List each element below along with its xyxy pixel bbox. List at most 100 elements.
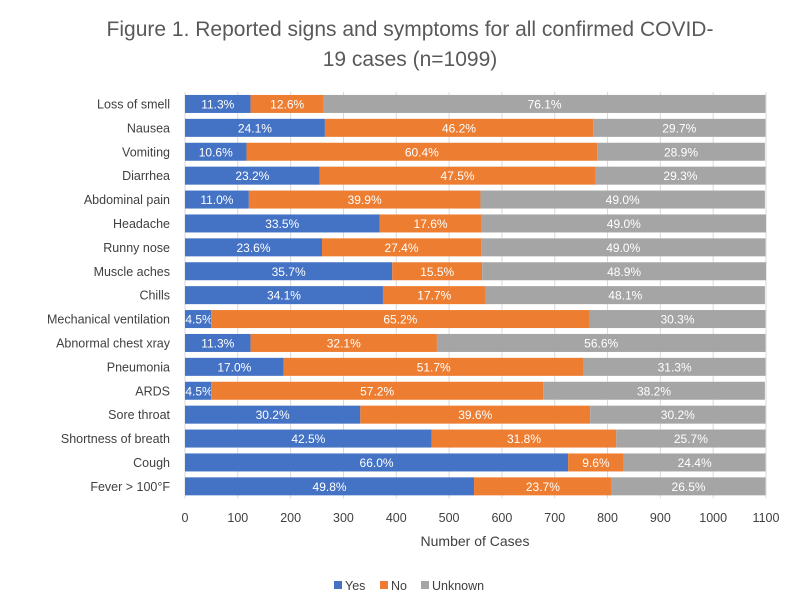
bar-unknown: [485, 286, 765, 305]
category-label: Fever > 100°F: [90, 480, 170, 494]
bar-unknown: [595, 166, 766, 185]
category-label: Muscle aches: [94, 265, 170, 279]
data-label-yes: 34.1%: [267, 289, 301, 303]
x-tick-label: 700: [544, 511, 565, 525]
data-label-yes: 4.5%: [185, 313, 213, 327]
category-label: Abdominal pain: [84, 193, 170, 207]
legend-swatch-yes: [334, 581, 342, 589]
bar-no: [321, 238, 482, 257]
x-tick-label: 1000: [699, 511, 727, 525]
data-label-no: 51.7%: [417, 360, 451, 374]
data-label-yes: 11.3%: [201, 97, 234, 111]
bar-unknown: [616, 429, 766, 448]
bar-no: [360, 405, 591, 424]
bar-no: [283, 357, 584, 376]
data-label-unknown: 25.7%: [674, 432, 708, 446]
bar-no: [379, 214, 482, 233]
bar-yes: [185, 166, 320, 185]
data-label-yes: 23.2%: [235, 169, 269, 183]
legend-label-yes: Yes: [345, 579, 365, 593]
x-tick-label: 600: [491, 511, 512, 525]
data-label-unknown: 29.3%: [663, 169, 697, 183]
x-tick-label: 400: [386, 511, 407, 525]
x-axis-label: Number of Cases: [421, 533, 530, 549]
bar-unknown: [543, 381, 765, 400]
bar-unknown: [583, 357, 766, 376]
category-label: Headache: [113, 217, 170, 231]
data-label-unknown: 30.3%: [661, 313, 695, 327]
category-label: Diarrhea: [122, 169, 170, 183]
data-label-unknown: 49.0%: [606, 193, 640, 207]
data-label-no: 65.2%: [383, 313, 417, 327]
data-label-unknown: 49.0%: [607, 217, 641, 231]
category-label: Loss of smell: [97, 97, 170, 111]
bar-no: [324, 118, 594, 137]
data-label-unknown: 30.2%: [661, 408, 695, 422]
category-label: Pneumonia: [107, 360, 170, 374]
data-label-yes: 66.0%: [360, 456, 394, 470]
bar-no: [382, 286, 486, 305]
bar-no: [246, 142, 598, 161]
data-label-no: 27.4%: [385, 241, 419, 255]
bar-yes: [185, 357, 284, 376]
bar-unknown: [323, 94, 766, 113]
bar-yes: [185, 310, 212, 329]
bar-unknown: [482, 262, 766, 281]
bar-yes: [185, 262, 393, 281]
bar-yes: [185, 190, 249, 209]
category-label: Chills: [139, 289, 170, 303]
data-label-unknown: 48.9%: [607, 265, 641, 279]
data-label-unknown: 76.1%: [528, 97, 562, 111]
data-label-no: 39.9%: [348, 193, 382, 207]
chart-title-line-2: 19 cases (n=1099): [323, 48, 498, 71]
data-label-yes: 23.6%: [236, 241, 270, 255]
data-label-no: 12.6%: [270, 97, 304, 111]
data-label-yes: 10.6%: [199, 145, 233, 159]
data-label-yes: 24.1%: [238, 121, 272, 135]
bar-no: [250, 94, 324, 113]
bar-yes: [185, 453, 569, 472]
bar-yes: [185, 333, 251, 352]
legend-label-no: No: [391, 579, 407, 593]
bar-yes: [185, 214, 380, 233]
x-tick-label: 900: [650, 511, 671, 525]
data-label-yes: 11.3%: [201, 336, 234, 350]
bar-no: [248, 190, 481, 209]
category-label: Abnormal chest xray: [56, 336, 171, 350]
bar-unknown: [589, 310, 766, 329]
data-label-no: 23.7%: [526, 480, 560, 494]
data-label-no: 15.5%: [420, 265, 454, 279]
x-tick-label: 500: [439, 511, 460, 525]
x-tick-label: 1100: [753, 511, 780, 525]
bar-no: [474, 477, 612, 496]
data-label-no: 31.8%: [507, 432, 541, 446]
bar-yes: [185, 118, 325, 137]
data-label-yes: 33.5%: [265, 217, 299, 231]
bar-yes: [185, 477, 475, 496]
data-label-unknown: 24.4%: [678, 456, 712, 470]
legend-label-unknown: Unknown: [432, 579, 484, 593]
x-tick-label: 300: [333, 511, 354, 525]
bar-unknown: [590, 405, 766, 424]
category-label: Cough: [133, 456, 170, 470]
data-label-unknown: 56.6%: [584, 336, 618, 350]
data-label-no: 60.4%: [405, 145, 439, 159]
category-label: Sore throat: [108, 408, 170, 422]
bar-no: [319, 166, 596, 185]
bar-unknown: [480, 190, 765, 209]
data-label-yes: 4.5%: [185, 384, 213, 398]
x-tick-label: 100: [227, 511, 248, 525]
bar-unknown: [611, 477, 766, 496]
bar-unknown: [436, 333, 766, 352]
data-label-yes: 30.2%: [256, 408, 290, 422]
data-label-unknown: 31.3%: [658, 360, 692, 374]
legend-swatch-unknown: [421, 581, 429, 589]
data-label-yes: 49.8%: [313, 480, 347, 494]
data-label-yes: 11.0%: [200, 193, 233, 207]
data-label-yes: 42.5%: [291, 432, 325, 446]
data-label-no: 47.5%: [441, 169, 475, 183]
x-tick-label: 200: [280, 511, 301, 525]
data-label-unknown: 29.7%: [662, 121, 696, 135]
data-label-unknown: 28.9%: [664, 145, 698, 159]
category-label: Shortness of breath: [61, 432, 170, 446]
